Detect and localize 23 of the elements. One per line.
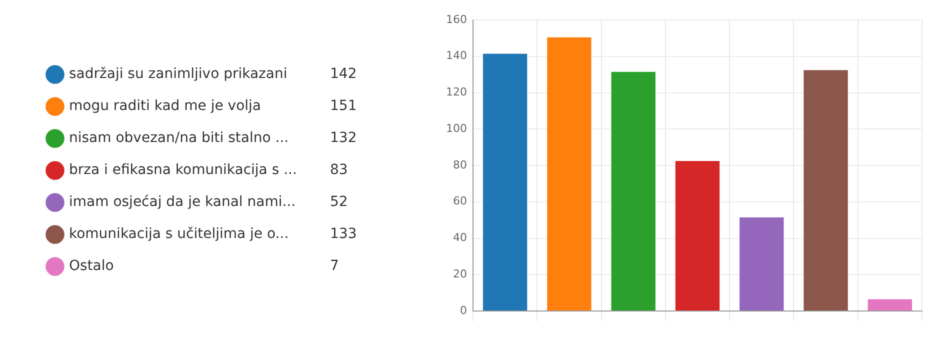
legend-label: nisam obvezan/na biti stalno ... [69, 130, 289, 146]
text: 142 [330, 66, 357, 82]
y-tick-label: 100 [446, 122, 467, 135]
text: 83 [330, 162, 348, 178]
text: 52 [330, 194, 348, 210]
legend-label: Ostalo [69, 258, 114, 274]
legend-label: mogu raditi kad me je volja [69, 98, 261, 114]
legend-label: imam osjećaj da je kanal nami... [69, 194, 296, 210]
y-tick-label: 0 [460, 304, 467, 317]
text: 132 [330, 130, 357, 146]
y-tick-label: 160 [446, 12, 467, 26]
y-tick-label: 60 [452, 194, 467, 208]
y-tick-label: 20 [452, 267, 467, 280]
text: 133 [330, 226, 357, 242]
legend-label: sadržaji su zanimljivo prikazani [69, 66, 288, 82]
text: 151 [330, 98, 357, 114]
y-tick-label: 140 [446, 49, 467, 62]
text: 7 [330, 258, 339, 274]
y-tick-label: 40 [452, 231, 467, 244]
y-tick-label: 80 [452, 158, 467, 172]
y-tick-label: 120 [446, 86, 467, 99]
legend-label: brza i efikasna komunikacija s ... [69, 162, 297, 178]
legend-label: komunikacija s učiteljima je o... [69, 226, 289, 242]
